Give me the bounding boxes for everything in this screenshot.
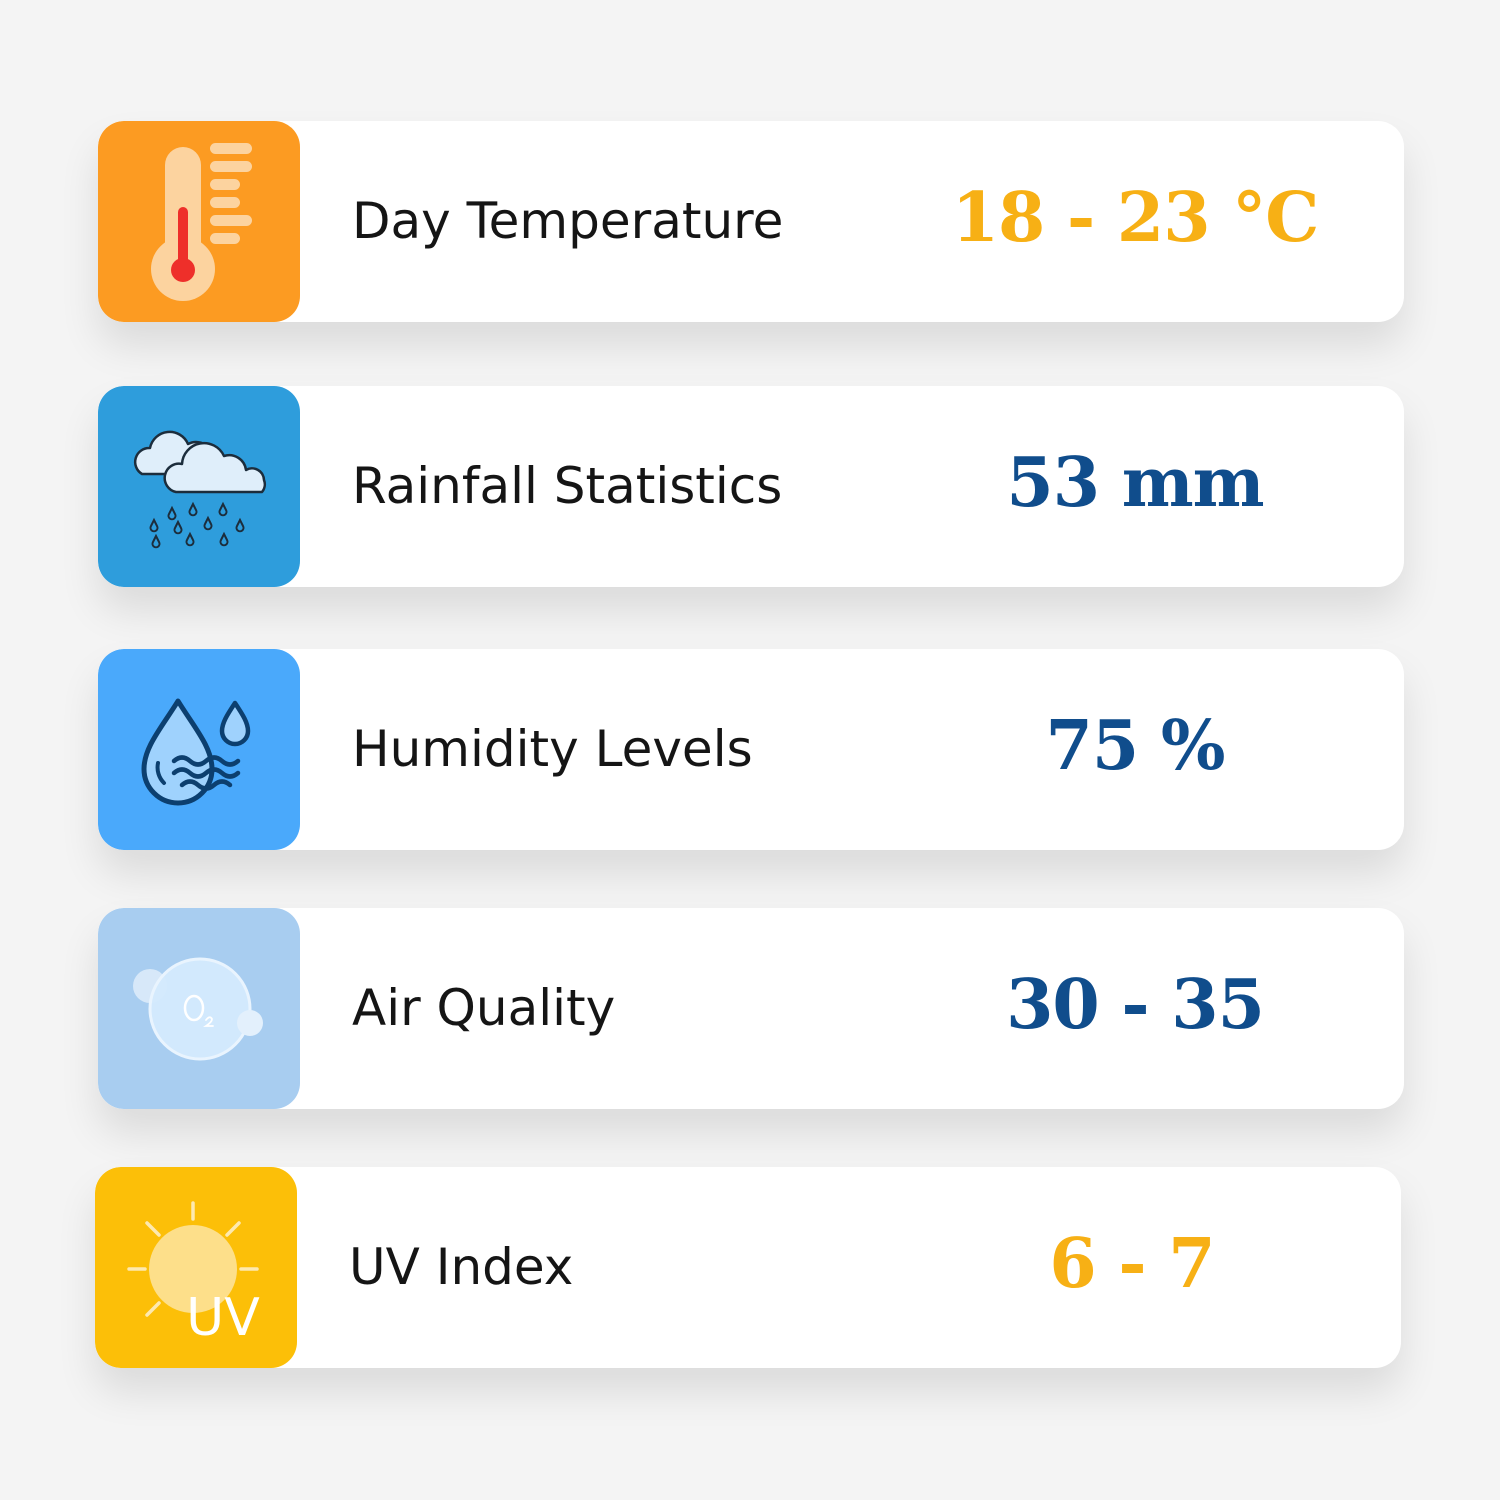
- row-label: Day Temperature: [352, 192, 784, 250]
- rain-cloud-icon: [98, 386, 300, 587]
- row-label: Rainfall Statistics: [352, 457, 783, 515]
- weather-row-humidity: Humidity Levels 75 %: [98, 649, 1404, 850]
- uv-sun-icon: UV: [95, 1167, 297, 1368]
- row-label: UV Index: [349, 1238, 574, 1296]
- weather-row-air-quality: Air Quality 30 - 35: [98, 908, 1404, 1109]
- weather-row-temperature: Day Temperature 18 - 23 °C: [98, 121, 1404, 322]
- weather-row-uv-index: UV UV Index 6 - 7: [95, 1167, 1401, 1368]
- row-value: 53 mm: [1006, 443, 1264, 523]
- row-value: 30 - 35: [1006, 965, 1265, 1045]
- row-value: 18 - 23 °C: [951, 178, 1320, 258]
- row-label: Air Quality: [352, 979, 616, 1037]
- oxygen-bubble-icon: [98, 908, 300, 1109]
- thermometer-icon: [98, 121, 300, 322]
- weather-row-rainfall: Rainfall Statistics 53 mm: [98, 386, 1404, 587]
- humidity-drops-icon: [98, 649, 300, 850]
- uv-icon-text: UV: [186, 1288, 260, 1348]
- row-value: 6 - 7: [1049, 1224, 1215, 1304]
- row-label: Humidity Levels: [352, 720, 753, 778]
- row-value: 75 %: [1045, 706, 1226, 786]
